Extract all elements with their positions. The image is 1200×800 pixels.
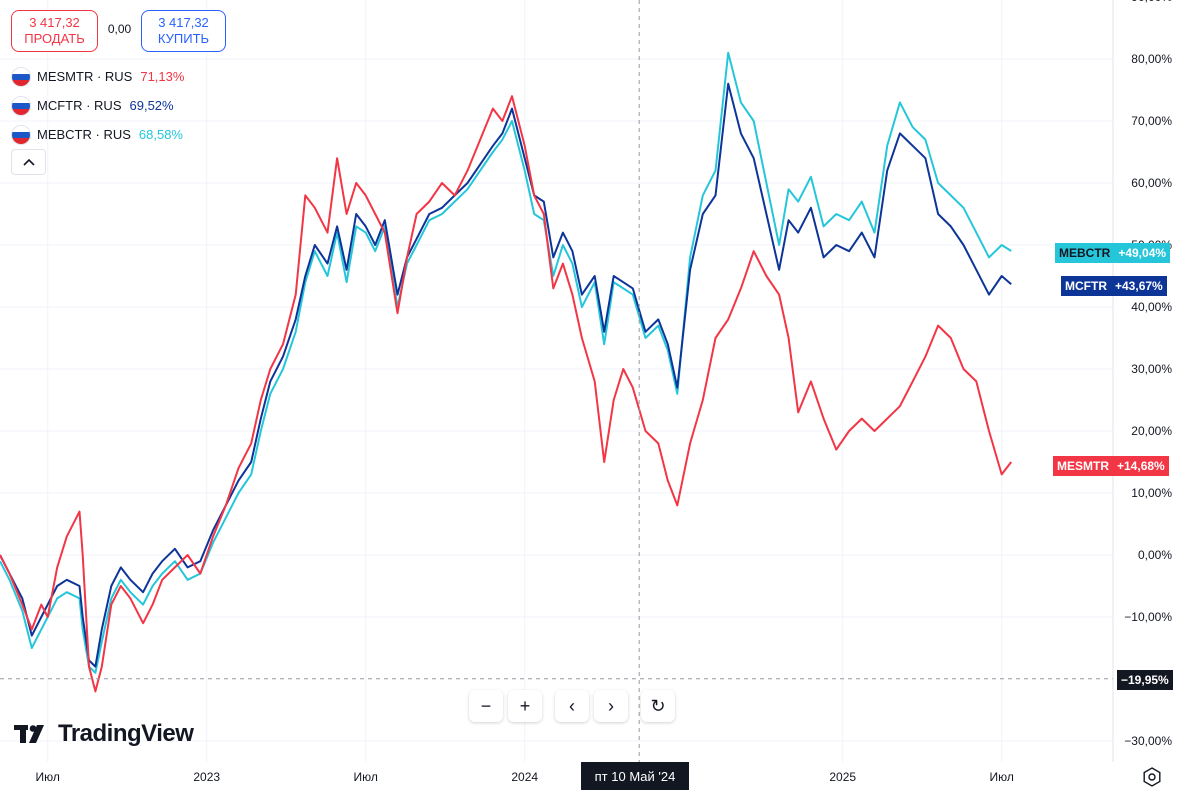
grid-lines	[0, 0, 1113, 762]
mcftr-tag-name: MCFTR	[1061, 276, 1111, 296]
zoom-out-button[interactable]: −	[469, 690, 503, 722]
russia-flag-icon	[11, 95, 31, 116]
legend-symbol: MEBCTR · RUS	[37, 127, 131, 142]
chart-controls: − + ‹ › ↻	[469, 690, 680, 722]
y-tick-label: −10,00%	[1124, 610, 1172, 624]
x-tick-label: 2025	[829, 770, 856, 784]
buy-label: КУПИТЬ	[157, 31, 210, 46]
russia-flag-icon	[11, 124, 31, 145]
sell-price: 3 417,32	[29, 15, 80, 30]
crosshair-price-value: −19,95%	[1121, 673, 1169, 687]
mebctr-last-tag: MEBCTR +49,04%	[1055, 243, 1171, 263]
y-tick-label: 70,00%	[1131, 114, 1172, 128]
y-tick-label: 80,00%	[1131, 52, 1172, 66]
y-tick-label: 30,00%	[1131, 362, 1172, 376]
sell-button[interactable]: 3 417,32 ПРОДАТЬ	[11, 10, 98, 52]
spread-value: 0,00	[107, 22, 132, 36]
chevron-up-icon	[22, 158, 35, 166]
scroll-right-button[interactable]: ›	[594, 690, 628, 722]
buy-button[interactable]: 3 417,32 КУПИТЬ	[141, 10, 226, 52]
scroll-left-button[interactable]: ‹	[555, 690, 589, 722]
russia-flag-icon	[11, 66, 31, 87]
logo-text: TradingView	[58, 720, 194, 747]
legend-value: 68,58%	[138, 127, 183, 142]
reset-chart-button[interactable]: ↻	[641, 690, 675, 722]
x-tick-label: 2024	[511, 770, 538, 784]
mcftr-last-tag: MCFTR +43,67%	[1061, 276, 1167, 296]
legend-item-mebctr[interactable]: MEBCTR · RUS 68,58%	[11, 120, 184, 149]
y-tick-label: 20,00%	[1131, 424, 1172, 438]
series-line-mcftr	[0, 82, 1012, 668]
mesmtr-last-tag: MESMTR +14,68%	[1053, 456, 1169, 476]
legend-collapse-button[interactable]	[11, 149, 46, 175]
y-tick-label: 0,00%	[1138, 548, 1172, 562]
y-tick-label: 90,00%	[1131, 0, 1172, 4]
zoom-in-button[interactable]: +	[508, 690, 542, 722]
crosshair-price-tag: −19,95%	[1117, 670, 1173, 690]
x-axis: Июл 2023 Июл 2024 2025 Июл	[36, 770, 1014, 784]
tradingview-logo[interactable]: TradingView	[14, 720, 194, 748]
legend-symbol: MCFTR · RUS	[37, 98, 122, 113]
series-line-mesmtr	[0, 95, 1012, 693]
series-line-mebctr	[0, 51, 1012, 674]
legend-value: 71,13%	[140, 69, 185, 84]
mesmtr-tag-name: MESMTR	[1053, 456, 1113, 476]
crosshair-date-tag: пт 10 Май '24	[581, 762, 689, 790]
y-tick-label: 10,00%	[1131, 486, 1172, 500]
x-tick-label: Июл	[36, 770, 60, 784]
legend-item-mesmtr[interactable]: MESMTR · RUS 71,13%	[11, 62, 184, 91]
mcftr-tag-value: +43,67%	[1111, 276, 1167, 296]
settings-gear-icon[interactable]	[1141, 766, 1163, 788]
y-axis: 90,00%80,00%70,00%60,00%50,00%40,00%30,0…	[1112, 0, 1172, 762]
y-tick-label: 40,00%	[1131, 300, 1172, 314]
crosshair	[0, 0, 1113, 762]
series-layer	[0, 51, 1012, 693]
legend-symbol: MESMTR · RUS	[37, 69, 133, 84]
mebctr-tag-name: MEBCTR	[1055, 243, 1115, 263]
legend: MESMTR · RUS 71,13% MCFTR · RUS 69,52% M…	[11, 62, 184, 149]
y-tick-label: −30,00%	[1124, 734, 1172, 748]
x-tick-label: Июл	[354, 770, 378, 784]
mesmtr-tag-value: +14,68%	[1113, 456, 1169, 476]
legend-item-mcftr[interactable]: MCFTR · RUS 69,52%	[11, 91, 184, 120]
mebctr-tag-value: +49,04%	[1114, 243, 1171, 263]
buy-price: 3 417,32	[158, 15, 209, 30]
legend-value: 69,52%	[129, 98, 174, 113]
sell-label: ПРОДАТЬ	[24, 31, 85, 46]
x-tick-label: 2023	[193, 770, 220, 784]
tradingview-logo-icon	[14, 725, 44, 743]
x-tick-label: Июл	[990, 770, 1014, 784]
y-tick-label: 60,00%	[1131, 176, 1172, 190]
